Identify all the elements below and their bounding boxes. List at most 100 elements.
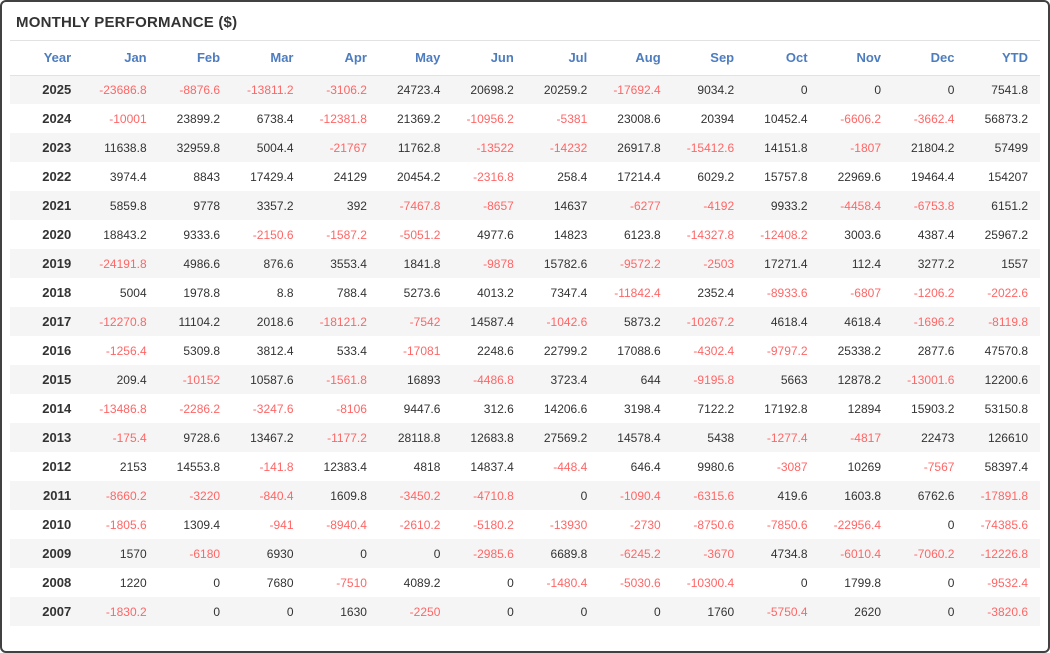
value-cell: -9195.8 (693, 372, 735, 387)
value-cell: 0 (433, 546, 441, 561)
value-cell: 22799.2 (543, 343, 588, 358)
value-cell: 9778 (193, 198, 221, 213)
value-cell: 17429.4 (250, 169, 294, 184)
value-cell: 0 (947, 575, 955, 590)
header-row: Year Jan Feb Mar Apr May Jun Jul Aug Sep Oct Nov Dec… (10, 41, 1040, 76)
value-cell: 0 (507, 604, 514, 619)
value-cell: -74385.6 (980, 517, 1028, 532)
value-cell: 14587.4 (470, 314, 514, 329)
table-row-2017: 2017 -12270.8 11104.2 2018.6 -18121.2 -7542 14… (10, 307, 1040, 336)
year-cell: 2017 (42, 314, 72, 329)
value-cell: 5004 (119, 285, 147, 300)
value-cell: 3003.6 (844, 227, 881, 242)
year-cell: 2007 (42, 604, 72, 619)
value-cell: 533.4 (336, 343, 367, 358)
value-cell: 4013.2 (477, 285, 514, 300)
table-row-2023: 2023 11638.8 32959.8 5004.4 -21767 11762.8 -13… (10, 133, 1040, 162)
value-cell: 24129 (333, 169, 367, 184)
value-cell: -15412.6 (686, 140, 735, 155)
value-cell: -8933.6 (766, 285, 808, 300)
table-row-2015: 2015 209.4 -10152 10587.6 -1561.8 16893 -4486.… (10, 365, 1040, 394)
value-cell: 2620 (854, 604, 881, 619)
value-cell: -17891.8 (980, 488, 1028, 503)
value-cell: -2730 (629, 517, 661, 532)
value-cell: 14823 (553, 227, 588, 242)
value-cell: -6606.2 (840, 111, 881, 126)
value-cell: 0 (507, 575, 514, 590)
value-cell: 20454.2 (396, 169, 441, 184)
value-cell: -8106 (336, 401, 367, 416)
value-cell: 2877.6 (917, 343, 955, 358)
value-cell: -141.8 (259, 459, 294, 474)
value-cell: -10152 (182, 372, 221, 387)
value-cell: -22956.4 (833, 517, 881, 532)
value-cell: -7467.8 (399, 198, 441, 213)
value-cell: 27569.2 (543, 430, 588, 445)
value-cell: 14206.6 (543, 401, 588, 416)
value-cell: 17271.4 (764, 256, 808, 271)
table-row-2022: 2022 3974.4 8843 17429.4 24129 20454.2 -2316.8… (10, 162, 1040, 191)
value-cell: 6930 (266, 546, 294, 561)
value-cell: -18121.2 (319, 314, 367, 329)
value-cell: -6753.8 (913, 198, 955, 213)
value-cell: 2248.6 (477, 343, 514, 358)
value-cell: -8750.6 (693, 517, 735, 532)
value-cell: 19464.4 (911, 169, 955, 184)
value-cell: 26917.8 (617, 140, 661, 155)
value-cell: 9728.6 (183, 430, 221, 445)
value-cell: -12270.8 (99, 314, 147, 329)
year-cell: 2018 (42, 285, 72, 300)
value-cell: -9572.2 (619, 256, 661, 271)
value-cell: 20698.2 (470, 82, 514, 97)
value-cell: -3450.2 (399, 488, 441, 503)
value-cell: 12200.6 (984, 372, 1028, 387)
value-cell: -8119.8 (988, 314, 1028, 329)
value-cell: -840.4 (259, 488, 294, 503)
table-row-2020: 2020 18843.2 9333.6 -2150.6 -1587.2 -5051.2 49… (10, 220, 1040, 249)
value-cell: -12226.8 (980, 546, 1028, 561)
value-cell: -24191.8 (99, 256, 147, 271)
value-cell: -17692.4 (613, 82, 661, 97)
value-cell: 2352.4 (697, 285, 735, 300)
value-cell: 17192.8 (764, 401, 808, 416)
value-cell: -2150.6 (252, 227, 294, 242)
value-cell: -7567 (923, 459, 955, 474)
value-cell: 4734.8 (770, 546, 808, 561)
value-cell: 53150.8 (984, 401, 1028, 416)
value-cell: 14837.4 (470, 459, 514, 474)
value-cell: 11638.8 (104, 140, 147, 155)
value-cell: -12381.8 (319, 111, 367, 126)
value-cell: 0 (213, 604, 221, 619)
value-cell: 13467.2 (250, 430, 294, 445)
value-cell: 14637 (553, 198, 588, 213)
value-cell: 12878.2 (837, 372, 881, 387)
value-cell: 1220 (119, 575, 147, 590)
value-cell: 3812.4 (256, 343, 294, 358)
value-cell: 58397.4 (984, 459, 1028, 474)
value-cell: 0 (874, 82, 881, 97)
value-cell: -21767 (329, 140, 367, 155)
value-cell: -1807 (850, 140, 881, 155)
value-cell: 0 (947, 82, 955, 97)
table-row-2014: 2014 -13486.8 -2286.2 -3247.6 -8106 9447.6 312… (10, 394, 1040, 423)
value-cell: 15757.8 (764, 169, 808, 184)
value-cell: 0 (360, 546, 367, 561)
column-header-apr: Apr (305, 41, 379, 76)
value-cell: -9797.2 (766, 343, 808, 358)
value-cell: 1978.8 (183, 285, 221, 300)
year-cell: 2025 (42, 82, 72, 98)
year-cell: 2014 (42, 401, 72, 416)
value-cell: -8940.4 (326, 517, 367, 532)
value-cell: 112.4 (851, 256, 881, 271)
value-cell: -10001 (109, 111, 147, 126)
value-cell: 5438 (707, 430, 735, 445)
value-cell: -10956.2 (466, 111, 514, 126)
value-cell: 4618.4 (770, 314, 808, 329)
value-cell: 25338.2 (837, 343, 881, 358)
value-cell: 9933.2 (770, 198, 808, 213)
value-cell: -1177.2 (327, 430, 367, 445)
table-row-2013: 2013 -175.4 9728.6 13467.2 -1177.2 28118.8 126… (10, 423, 1040, 452)
value-cell: 209.4 (116, 372, 147, 387)
column-header-dec: Dec (893, 41, 967, 76)
value-cell: -3662.4 (913, 111, 955, 126)
